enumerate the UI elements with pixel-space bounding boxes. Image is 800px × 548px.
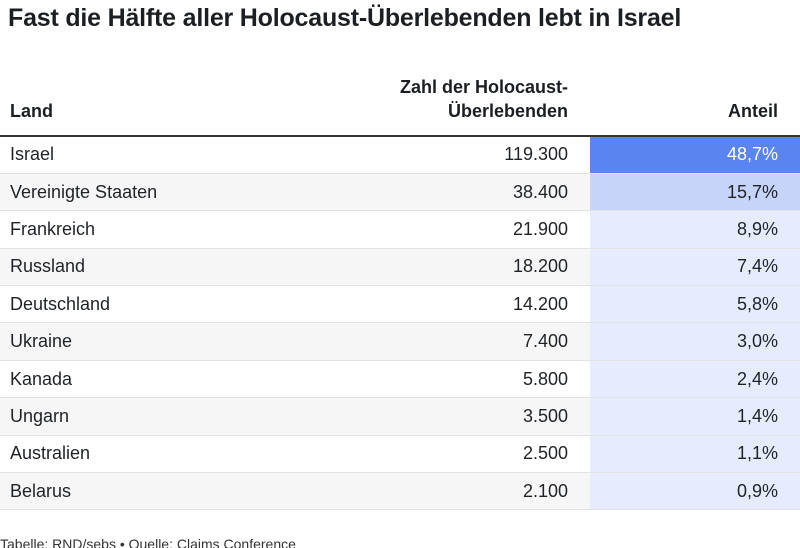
cell-share: 7,4% [590, 248, 800, 287]
table-row: Australien 2.500 1,1% [0, 435, 800, 474]
table-row: Kanada 5.800 2,4% [0, 360, 800, 399]
source-footer: Tabelle: RND/sebs • Quelle: Claims Confe… [0, 536, 296, 548]
cell-count: 21.900 [300, 210, 590, 249]
column-header-count-line-1: Zahl der Holocaust- [399, 77, 568, 97]
table-row: Ungarn 3.500 1,4% [0, 397, 800, 436]
table-row: Deutschland 14.200 5,8% [0, 285, 800, 324]
cell-land: Deutschland [0, 285, 300, 324]
cell-land: Vereinigte Staaten [0, 173, 300, 212]
column-header-land-line: Land [10, 101, 53, 121]
cell-land: Russland [0, 248, 300, 287]
cell-share: 1,1% [590, 435, 800, 474]
table-row: Vereinigte Staaten 38.400 15,7% [0, 173, 800, 212]
cell-share: 48,7% [590, 136, 800, 174]
page-title: Fast die Hälfte aller Holocaust-Überlebe… [8, 4, 682, 32]
cell-count: 7.400 [300, 322, 590, 361]
table-row: Israel 119.300 48,7% [0, 136, 800, 174]
cell-land: Ukraine [0, 322, 300, 361]
table-row: Russland 18.200 7,4% [0, 248, 800, 287]
cell-land: Australien [0, 435, 300, 474]
cell-share: 2,4% [590, 360, 800, 399]
table-body: Israel 119.300 48,7% Vereinigte Staaten 38.4… [0, 136, 800, 511]
cell-share: 8,9% [590, 210, 800, 249]
column-header-count: Zahl der Holocaust- Überlebenden [300, 72, 590, 137]
cell-land: Ungarn [0, 397, 300, 436]
column-header-share: Anteil [590, 72, 800, 137]
table-header-row: Land Zahl der Holocaust- Überlebenden An… [0, 72, 800, 137]
cell-share: 0,9% [590, 472, 800, 511]
cell-count: 14.200 [300, 285, 590, 324]
cell-count: 2.100 [300, 472, 590, 511]
table-row: Frankreich 21.900 8,9% [0, 210, 800, 249]
cell-count: 119.300 [300, 136, 590, 174]
cell-count: 3.500 [300, 397, 590, 436]
cell-count: 5.800 [300, 360, 590, 399]
column-header-share-line: Anteil [727, 101, 778, 121]
column-header-count-line-2: Überlebenden [447, 101, 568, 121]
data-table: Land Zahl der Holocaust- Überlebenden An… [0, 72, 800, 511]
column-header-land: Land [0, 72, 300, 137]
cell-share: 1,4% [590, 397, 800, 436]
table-row: Belarus 2.100 0,9% [0, 472, 800, 511]
cell-count: 18.200 [300, 248, 590, 287]
cell-land: Belarus [0, 472, 300, 511]
cell-land: Israel [0, 136, 300, 174]
cell-share: 3,0% [590, 322, 800, 361]
cell-land: Frankreich [0, 210, 300, 249]
cell-count: 2.500 [300, 435, 590, 474]
cell-land: Kanada [0, 360, 300, 399]
cell-share: 5,8% [590, 285, 800, 324]
table-row: Ukraine 7.400 3,0% [0, 322, 800, 361]
cell-count: 38.400 [300, 173, 590, 212]
cell-share: 15,7% [590, 173, 800, 212]
